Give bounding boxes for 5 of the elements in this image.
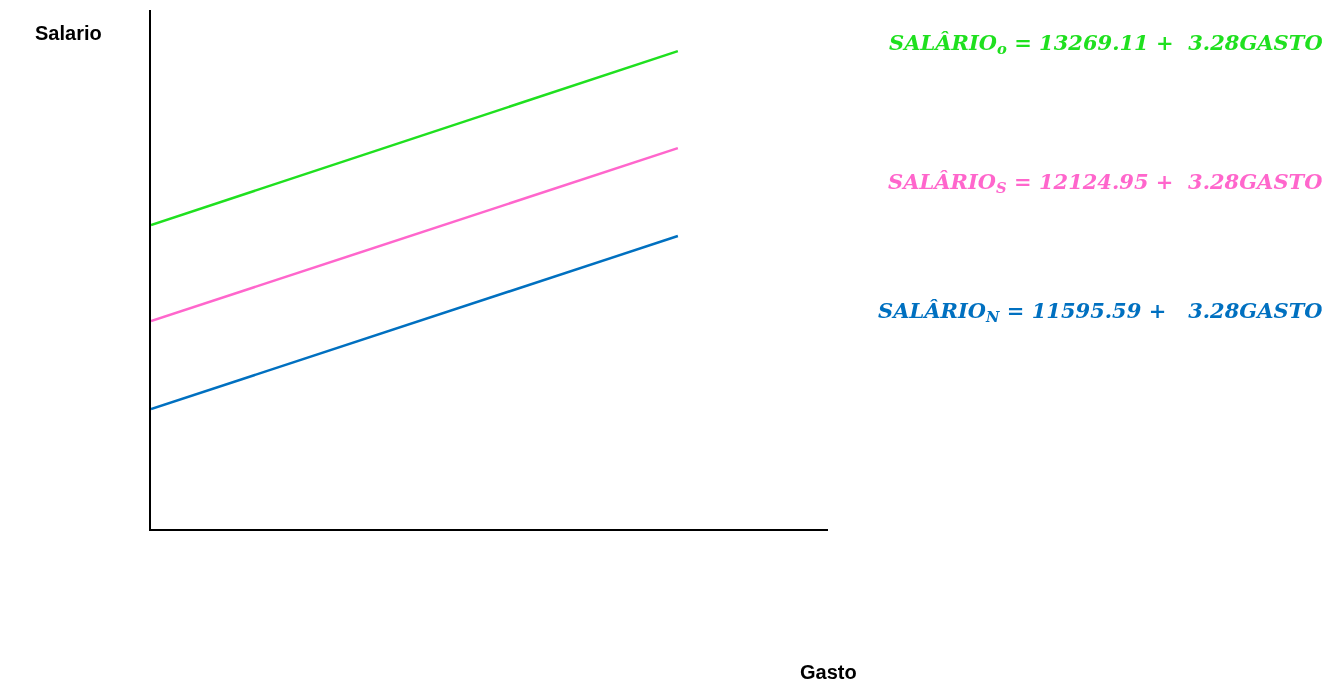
- text: SALÂRIO$_{S}$ = 12124.95 + 3.28GASTO: [888, 169, 1324, 197]
- text: SALÂRIO$_{N}$ = 11595.59 + 3.28GASTO: [878, 298, 1324, 326]
- y-axis-title: Salario: [35, 22, 102, 44]
- text: SALÂRIO$_{o}$ = 13269.11 + 3.28GASTO: [889, 30, 1324, 58]
- text: Gasto: [800, 661, 857, 683]
